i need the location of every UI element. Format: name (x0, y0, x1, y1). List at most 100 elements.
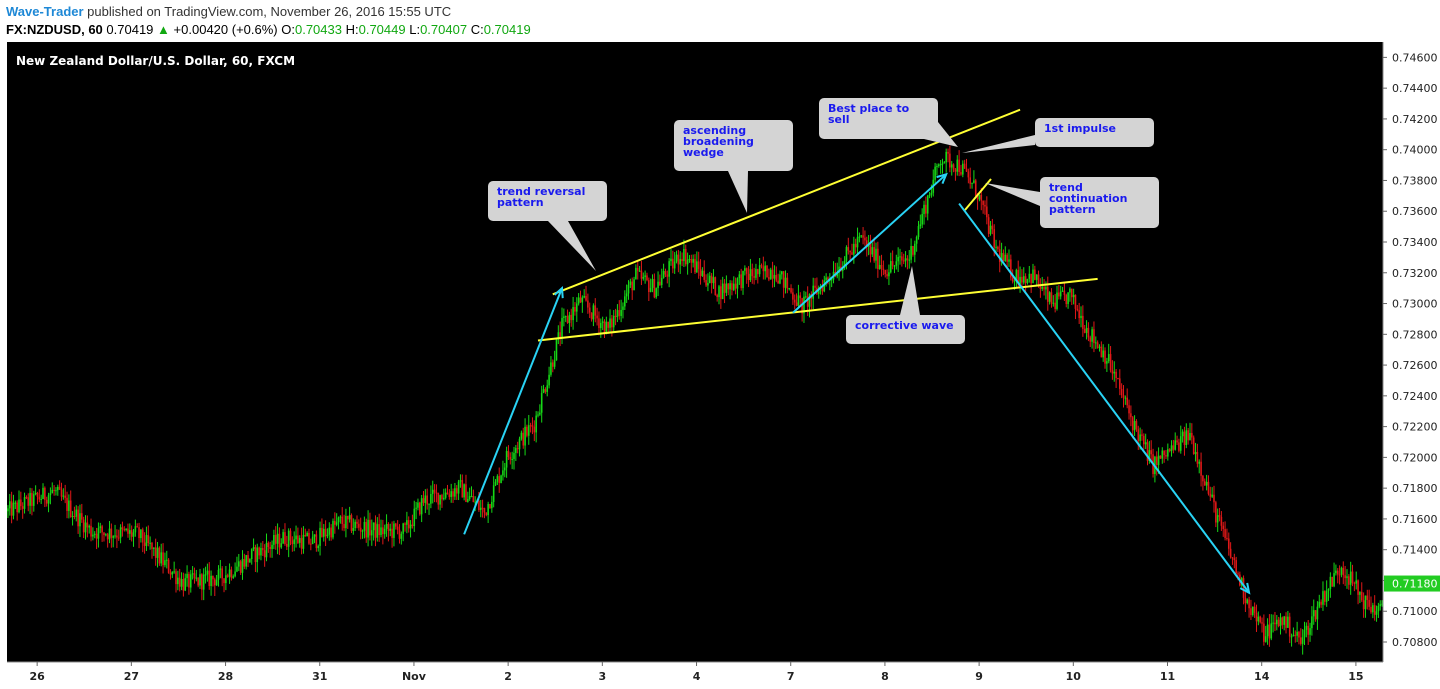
candle (585, 285, 587, 302)
candle (1357, 579, 1359, 605)
candle (328, 522, 331, 541)
candle (108, 521, 111, 544)
candle (1120, 383, 1123, 399)
candle (969, 167, 971, 189)
candle (147, 525, 150, 547)
candle (614, 308, 617, 326)
candle (649, 278, 652, 293)
candle (551, 359, 554, 373)
candle (1233, 553, 1236, 569)
candle (263, 544, 266, 567)
candle (370, 519, 373, 546)
time-axis[interactable]: 26 27 28 31 Nov 2 3 4 7 8 9 10 11 14 15 (7, 661, 1383, 683)
callout-corrective-wave[interactable]: corrective wave (846, 266, 965, 344)
author-link[interactable]: Wave-Trader (6, 4, 84, 19)
chart-header: Wave-Trader published on TradingView.com… (0, 0, 1440, 42)
candle (284, 523, 286, 546)
candle (755, 263, 757, 281)
candle (1104, 347, 1106, 369)
top-marker-line[interactable] (964, 178, 992, 211)
candle (391, 521, 393, 548)
candle (443, 488, 445, 501)
wave-arrow[interactable] (958, 202, 1251, 595)
candle (564, 315, 567, 322)
candle (627, 280, 630, 300)
candle (393, 520, 395, 547)
candle (1026, 278, 1029, 285)
candle (101, 524, 103, 542)
callout-text: corrective wave (855, 319, 954, 332)
candle (998, 240, 1001, 273)
candle (982, 200, 984, 214)
candle (714, 276, 717, 296)
candle (965, 158, 968, 172)
candle (1364, 595, 1367, 618)
wave-arrow[interactable] (463, 286, 564, 535)
candle (960, 164, 962, 176)
candle (236, 556, 238, 573)
candle (95, 527, 98, 550)
candle (195, 569, 198, 582)
candle (518, 436, 521, 457)
candle (62, 488, 65, 500)
candle (1366, 589, 1369, 610)
candle (459, 474, 462, 488)
candle (1203, 478, 1206, 486)
wave-arrow[interactable] (792, 172, 948, 314)
candle (1168, 448, 1171, 453)
candle (1379, 600, 1382, 611)
candle (60, 482, 63, 501)
candle (53, 485, 55, 496)
candle (55, 487, 57, 496)
current-price-tag: 0.71180 (1384, 575, 1440, 592)
candle (653, 273, 656, 299)
candle (502, 460, 504, 481)
candle (1207, 475, 1210, 496)
candle (99, 522, 102, 534)
candle (1131, 415, 1134, 439)
candle (727, 283, 730, 296)
candle (417, 498, 419, 511)
candle (766, 265, 768, 278)
price-axis[interactable]: 0.74600 0.74400 0.74200 0.74000 0.73800 0.736… (1382, 42, 1440, 662)
candle (317, 544, 320, 552)
candle (225, 566, 227, 591)
candle (1213, 485, 1215, 513)
candle (507, 445, 510, 460)
candle (88, 524, 90, 534)
candle (206, 563, 209, 582)
candle (217, 565, 220, 587)
x-tick-label: 7 (787, 670, 795, 683)
candle (688, 255, 691, 263)
candle (540, 385, 543, 423)
candle (986, 196, 988, 225)
candle (468, 487, 471, 501)
candle (928, 191, 931, 199)
candle (1085, 320, 1088, 340)
callout-first-impulse[interactable]: 1st impulse (962, 118, 1154, 153)
candle (221, 566, 223, 587)
candle (544, 387, 547, 394)
candle (744, 265, 746, 276)
candle (127, 523, 129, 538)
candle (1144, 433, 1147, 449)
candle (1082, 305, 1084, 337)
candle (164, 552, 166, 568)
candle (542, 384, 545, 394)
candle (457, 479, 460, 501)
candle (1211, 487, 1213, 499)
candle (527, 414, 530, 445)
candle (352, 518, 355, 535)
candle (1344, 565, 1346, 586)
candle (1063, 282, 1066, 301)
candle (103, 532, 105, 542)
candle (369, 512, 371, 541)
wedge-line-lower[interactable] (537, 277, 1098, 342)
candle (526, 424, 528, 438)
candle (673, 252, 676, 274)
